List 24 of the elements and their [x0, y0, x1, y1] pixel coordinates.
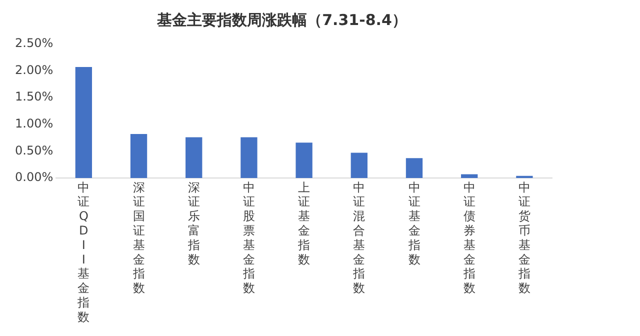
x-tick-label: 中证基金指数 — [407, 180, 420, 266]
x-tick-label: 深证乐富指数 — [186, 180, 200, 266]
x-tick-label: 中证货币基金指数 — [517, 180, 530, 296]
bar — [406, 158, 423, 178]
x-tick-label: 中证混合基金指数 — [352, 180, 366, 296]
x-tick-label: 中证债券基金指数 — [462, 180, 476, 296]
y-tick-label: 0.00% — [14, 170, 54, 184]
y-tick-label: 1.00% — [14, 116, 54, 131]
bar — [75, 67, 92, 178]
bar — [350, 152, 368, 178]
y-tick-label: 0.50% — [14, 143, 54, 158]
y-tick-label: 1.50% — [14, 90, 54, 104]
x-tick-label: 中证股票基金指数 — [242, 180, 255, 296]
x-tick-label: 深证国证基金指数 — [132, 180, 145, 296]
y-tick-label: 2.50% — [14, 36, 54, 50]
bar — [240, 137, 258, 178]
bar — [296, 142, 312, 178]
bar — [130, 134, 148, 178]
chart-title: 基金主要指数周涨跌幅（7.31-8.4） — [156, 10, 407, 29]
category-label: 中证QDII基金指数 — [78, 180, 90, 324]
bar — [186, 137, 202, 178]
bar — [461, 174, 478, 178]
y-tick-label: 2.00% — [14, 62, 54, 77]
x-tick-label: 上证基金指数 — [297, 180, 310, 266]
